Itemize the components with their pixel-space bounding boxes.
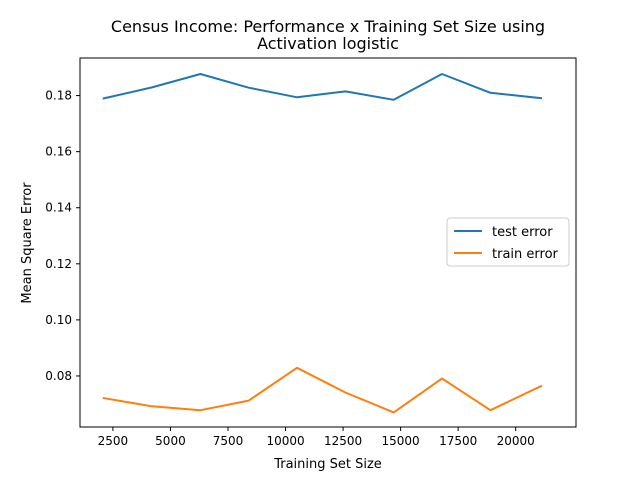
x-tick-label: 20000 xyxy=(497,434,535,448)
x-tick-label: 12500 xyxy=(324,434,362,448)
y-axis-label: Mean Square Error xyxy=(20,182,35,304)
x-tick-label: 17500 xyxy=(439,434,477,448)
y-tick-label: 0.14 xyxy=(45,201,72,215)
x-axis-ticks: 2500 5000 7500 10000 12500 15000 17500 20000 xyxy=(98,427,535,448)
x-tick-label: 7500 xyxy=(213,434,244,448)
y-tick-label: 0.10 xyxy=(45,313,72,327)
legend-label-train-error: train error xyxy=(492,247,559,262)
y-tick-label: 0.16 xyxy=(45,145,72,159)
chart-title-line-2: Activation logistic xyxy=(257,34,399,53)
x-tick-label: 2500 xyxy=(98,434,129,448)
y-tick-label: 0.12 xyxy=(45,257,72,271)
legend-label-test-error: test error xyxy=(492,225,553,240)
y-axis-ticks: 0.08 0.10 0.12 0.14 0.16 0.18 xyxy=(45,89,80,383)
x-axis-label: Training Set Size xyxy=(273,457,382,472)
x-tick-label: 5000 xyxy=(155,434,186,448)
series-layer xyxy=(102,73,543,414)
x-tick-label: 10000 xyxy=(266,434,304,448)
y-tick-label: 0.08 xyxy=(45,369,72,383)
y-tick-label: 0.18 xyxy=(45,89,72,103)
series-line-test-error xyxy=(102,73,543,101)
chart-title-line-1: Census Income: Performance x Training Se… xyxy=(111,17,545,36)
x-tick-label: 15000 xyxy=(382,434,420,448)
legend: test error train error xyxy=(446,217,570,267)
series-line-train-error xyxy=(102,366,543,414)
plot-area-frame xyxy=(79,57,577,428)
